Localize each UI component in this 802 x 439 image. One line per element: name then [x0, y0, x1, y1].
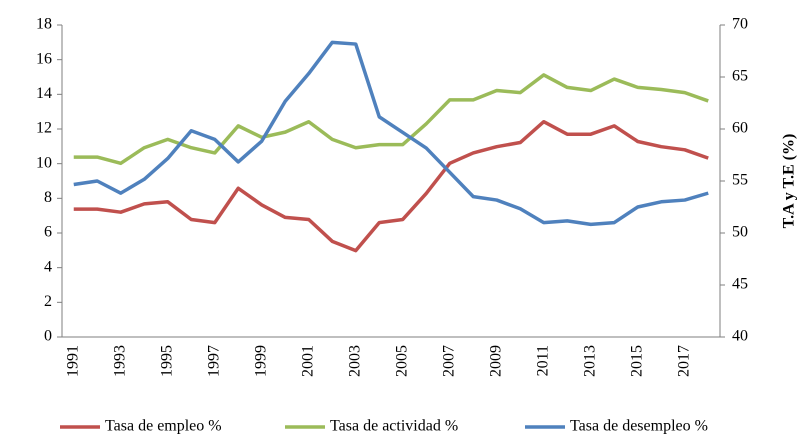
y-tick-label: 18 — [36, 16, 52, 33]
x-tick-label: 2017 — [675, 345, 692, 377]
y-tick-label: 6 — [44, 224, 52, 241]
y2-axis-title: T.A y T.E (%) — [781, 134, 798, 229]
x-tick-label: 1999 — [252, 345, 269, 377]
y2-tick-label: 70 — [732, 16, 748, 33]
x-tick-label: 1995 — [158, 345, 175, 377]
x-tick-label: 2007 — [440, 345, 457, 377]
y2-tick-label: 65 — [732, 68, 748, 85]
y-tick-label: 0 — [44, 328, 52, 345]
y-tick-label: 12 — [36, 120, 52, 137]
series-line — [73, 119, 709, 253]
x-tick-label: 2003 — [346, 345, 363, 377]
x-tick-label: 2015 — [628, 345, 645, 377]
x-tick-label: 1991 — [64, 345, 81, 377]
y2-tick-label: 45 — [732, 276, 748, 293]
y-tick-label: 4 — [44, 258, 52, 275]
x-tick-label: 2011 — [534, 345, 551, 376]
y2-tick-label: 55 — [732, 172, 748, 189]
legend-label: Tasa de empleo % — [105, 418, 222, 435]
x-tick-label: 1993 — [111, 345, 128, 377]
x-tick-label: 1997 — [205, 345, 222, 377]
y2-tick-label: 50 — [732, 224, 748, 241]
x-tick-label: 2001 — [299, 345, 316, 377]
series-line — [73, 40, 709, 227]
x-tick-label: 2005 — [393, 345, 410, 377]
y2-tick-label: 40 — [732, 328, 748, 345]
y-tick-label: 8 — [44, 189, 52, 206]
series-line — [73, 73, 709, 166]
y-tick-label: 10 — [36, 154, 52, 171]
y-tick-label: 2 — [44, 293, 52, 310]
legend-label: Tasa de desempleo % — [570, 418, 708, 435]
legend-label: Tasa de actividad % — [330, 418, 458, 435]
x-tick-label: 2009 — [487, 345, 504, 377]
x-tick-label: 2013 — [581, 345, 598, 377]
y-tick-label: 16 — [36, 50, 52, 67]
y-tick-label: 14 — [36, 85, 52, 102]
y2-tick-label: 60 — [732, 120, 748, 137]
